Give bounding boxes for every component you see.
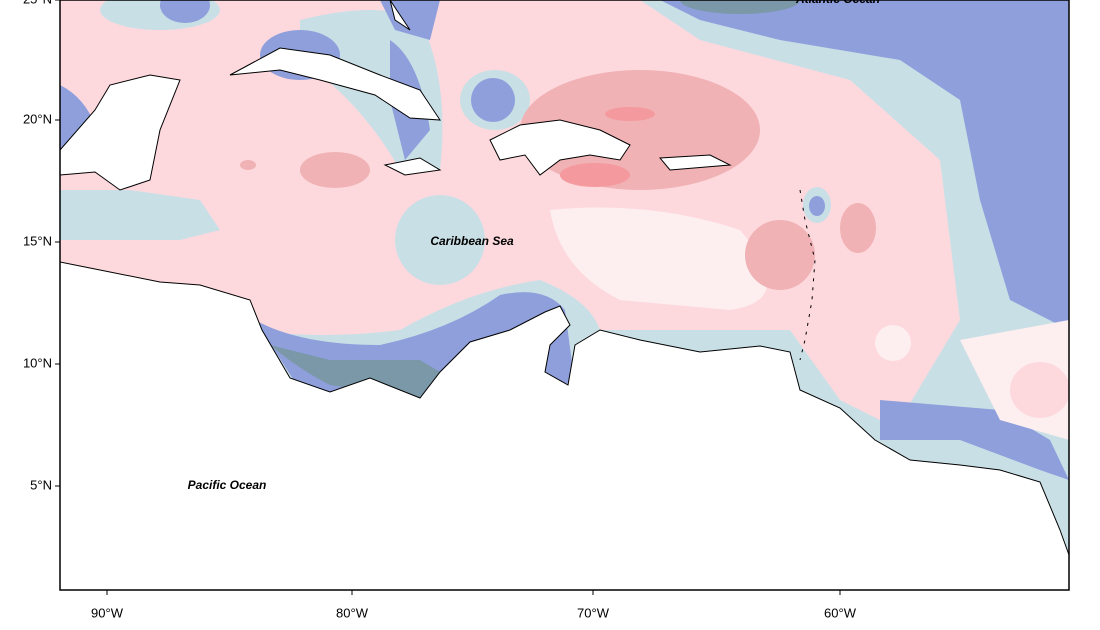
lat-label: 5°N	[30, 477, 52, 492]
labels: 25°N 20°N 15°N 10°N 5°N 90°W 80°W 70°W 60°W Atlan…	[23, 0, 880, 620]
lesser-antilles	[799, 189, 816, 361]
lon-label: 80°W	[336, 605, 369, 620]
map-frame	[59, 0, 1070, 591]
land	[60, 0, 1069, 590]
lat-label: 25°N	[23, 0, 52, 6]
lon-label: 70°W	[577, 605, 610, 620]
lat-label: 10°N	[23, 355, 52, 370]
map-field	[60, 0, 1069, 590]
place-label: Atlantic Ocean	[795, 0, 880, 6]
lon-label: 90°W	[91, 605, 124, 620]
place-label: Caribbean Sea	[430, 234, 514, 248]
lat-label: 20°N	[23, 111, 52, 126]
lon-label: 60°W	[824, 605, 857, 620]
place-label: Pacific Ocean	[188, 478, 267, 492]
lat-label: 15°N	[23, 233, 52, 248]
